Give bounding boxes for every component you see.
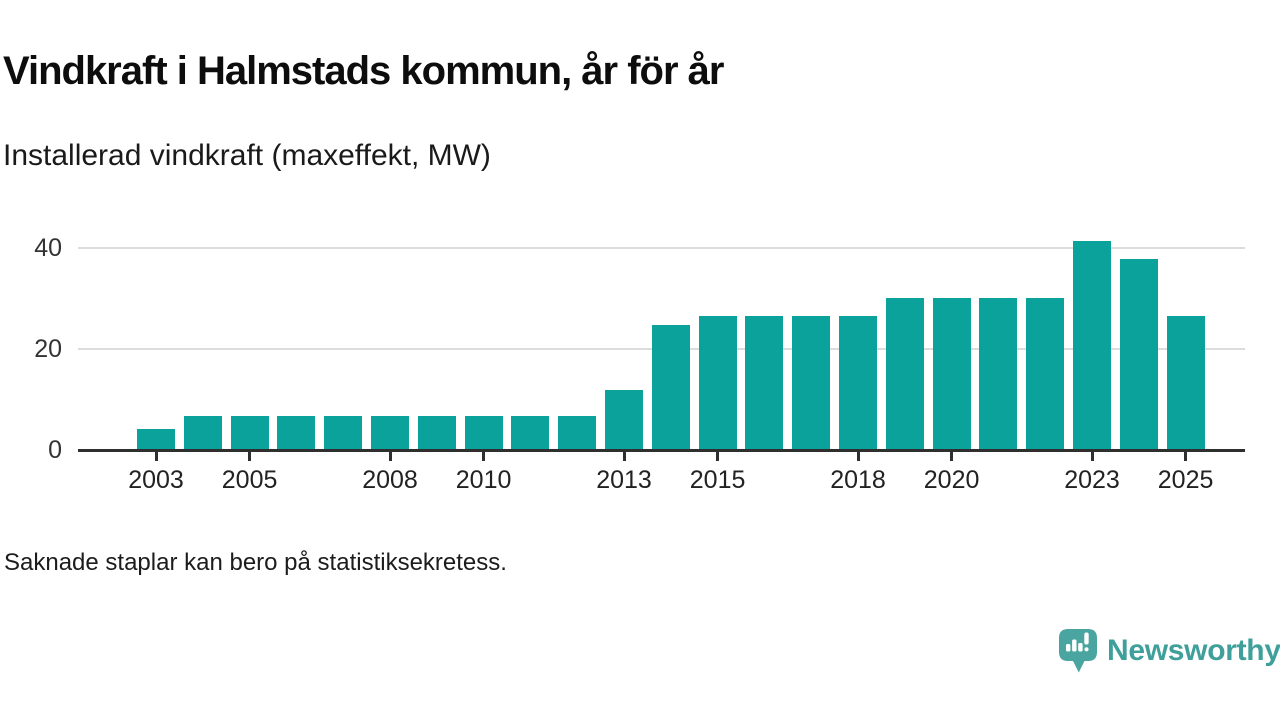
footnote: Saknade staplar kan bero på statistiksek… [4,549,507,576]
newsworthy-logo-icon [1059,629,1097,673]
x-tick-label-2020: 2020 [923,466,980,494]
brand-name: Newsworthy [1107,634,1280,667]
x-tick-label-2013: 2013 [596,466,652,494]
bar-2023 [1073,241,1111,450]
bar-2012 [558,416,597,450]
x-tick-label-2015: 2015 [689,466,746,494]
x-tick-label-2010: 2010 [455,466,512,494]
bar-2014 [651,325,690,450]
x-tick-2023 [1090,452,1094,461]
bar-2006 [277,416,316,450]
x-tick-2025 [1184,452,1188,461]
bar-2008 [371,416,409,450]
brand-logo: Newsworthy [1058,628,1280,674]
bar-2004 [183,416,222,450]
x-tick-label-2008: 2008 [362,466,418,494]
x-tick-label-2018: 2018 [830,466,886,494]
bar-2005 [230,416,269,450]
x-tick-2003 [154,452,158,461]
x-tick-2013 [622,452,626,461]
x-tick-2010 [482,452,486,461]
bar-2017 [792,316,831,450]
x-tick-2018 [856,452,860,461]
chart-title: Vindkraft i Halmstads kommun, år för år [3,49,724,93]
bar-2007 [324,416,363,450]
bar-2018 [839,316,877,450]
bar-2013 [605,389,643,450]
chart-subtitle: Installerad vindkraft (maxeffekt, MW) [3,139,491,172]
bar-2011 [511,416,550,450]
bar-2009 [417,416,456,450]
x-axis-line [78,449,1245,452]
y-tick-label-40: 40 [34,234,62,262]
bar-2025 [1166,316,1205,450]
y-tick-label-0: 0 [48,436,62,464]
x-tick-2020 [950,452,954,461]
bar-2019 [885,297,924,450]
bar-2021 [979,297,1018,450]
bar-2022 [1026,297,1065,450]
gridline-40 [78,247,1245,250]
x-tick-label-2005: 2005 [221,466,278,494]
bar-2010 [464,416,503,450]
bar-2016 [745,316,784,450]
bar-2020 [932,297,971,450]
x-tick-label-2023: 2023 [1064,466,1120,494]
bar-2015 [698,316,737,450]
y-tick-label-20: 20 [34,335,62,363]
bar-2003 [137,429,175,450]
x-tick-label-2025: 2025 [1157,466,1214,494]
x-tick-2008 [388,452,392,461]
bar-2024 [1119,258,1158,450]
x-tick-label-2003: 2003 [128,466,184,494]
x-tick-2015 [716,452,720,461]
x-tick-2005 [248,452,252,461]
